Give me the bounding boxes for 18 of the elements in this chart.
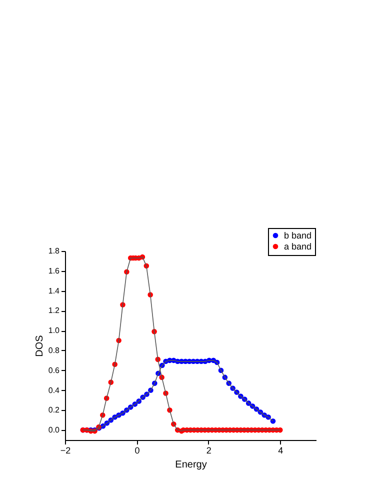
legend-label: b band (284, 230, 312, 240)
x-tick-label: 4 (278, 446, 284, 456)
y-tick-label: 1.2 (48, 306, 60, 316)
legend-label: a band (284, 242, 312, 252)
y-axis-title: DOS (34, 334, 46, 357)
y-tick-label: 0.6 (48, 366, 60, 375)
y-tick-label: 0.2 (48, 406, 60, 415)
y-tick-label: 1.0 (48, 326, 60, 336)
y-tick-label: 0.0 (48, 426, 60, 435)
x-tick-label: −2 (60, 446, 71, 456)
y-tick-label: 1.8 (48, 246, 60, 256)
x-tick-label: 2 (206, 446, 212, 456)
y-tick-label: 1.4 (48, 286, 60, 296)
y-tick-label: 0.4 (48, 386, 60, 395)
y-tick-label: 1.6 (48, 266, 60, 276)
x-tick-label: 0 (134, 446, 140, 456)
x-axis-title: Energy (175, 460, 207, 470)
y-tick-label: 0.8 (48, 346, 60, 355)
